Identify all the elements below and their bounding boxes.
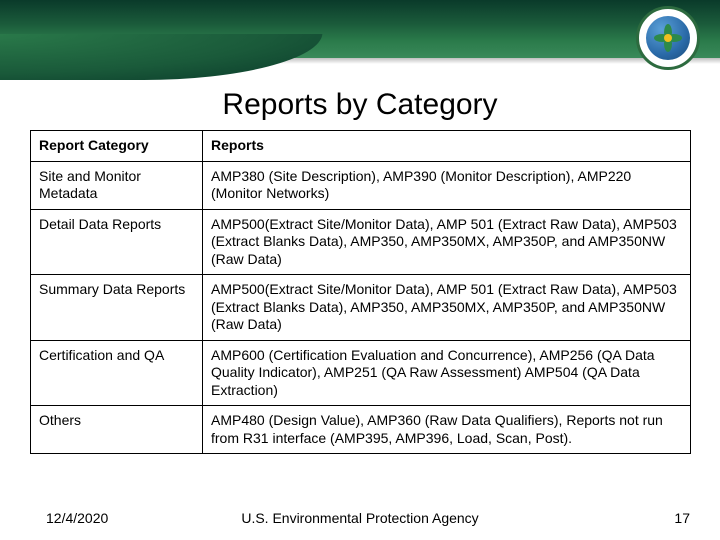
cell-category: Others [31,406,203,454]
table-row: Certification and QA AMP600 (Certificati… [31,340,691,406]
cell-reports: AMP380 (Site Description), AMP390 (Monit… [203,161,691,209]
cell-category: Detail Data Reports [31,209,203,275]
cell-category: Site and Monitor Metadata [31,161,203,209]
col-header-reports: Reports [203,131,691,162]
table-row: Site and Monitor Metadata AMP380 (Site D… [31,161,691,209]
footer-org: U.S. Environmental Protection Agency [0,510,720,526]
header-band [0,0,720,64]
table-row: Others AMP480 (Design Value), AMP360 (Ra… [31,406,691,454]
cell-reports: AMP480 (Design Value), AMP360 (Raw Data … [203,406,691,454]
reports-table-wrap: Report Category Reports Site and Monitor… [30,130,690,454]
slide-title: Reports by Category [0,88,720,122]
footer-page-number: 17 [674,510,690,526]
cell-reports: AMP500(Extract Site/Monitor Data), AMP 5… [203,209,691,275]
col-header-category: Report Category [31,131,203,162]
table-row: Summary Data Reports AMP500(Extract Site… [31,275,691,341]
logo-flower-icon [655,25,681,51]
reports-table: Report Category Reports Site and Monitor… [30,130,691,454]
cell-category: Certification and QA [31,340,203,406]
table-header-row: Report Category Reports [31,131,691,162]
slide: Reports by Category Report Category Repo… [0,0,720,540]
header-swoosh [0,34,322,80]
epa-logo-icon [636,6,700,70]
cell-reports: AMP500(Extract Site/Monitor Data), AMP 5… [203,275,691,341]
table-row: Detail Data Reports AMP500(Extract Site/… [31,209,691,275]
cell-category: Summary Data Reports [31,275,203,341]
cell-reports: AMP600 (Certification Evaluation and Con… [203,340,691,406]
